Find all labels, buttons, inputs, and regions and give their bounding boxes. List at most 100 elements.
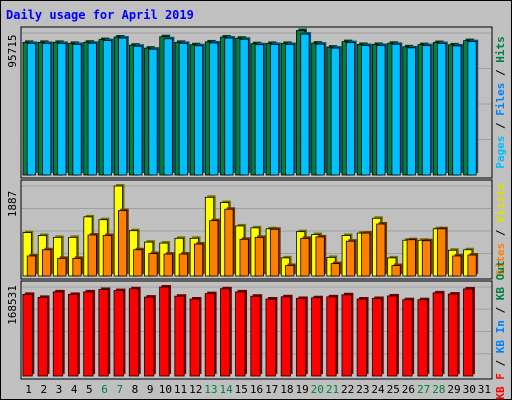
bar-hits-files-day-10	[163, 36, 175, 176]
bar-kbytes-kb-f-day-11	[174, 294, 187, 377]
bar-hits-files-day-3	[57, 41, 68, 176]
bar-visits-sites-day-26	[406, 237, 418, 277]
legend-separator: /	[494, 353, 507, 373]
x-tick-label-day-28: 28	[432, 383, 445, 396]
bar-kbytes-kb-f-day-10	[159, 285, 172, 377]
bar-kbytes-kb-f-day-26	[402, 297, 415, 377]
x-tick-label-day-24: 24	[371, 383, 385, 396]
bar-kbytes-kb-f-day-15	[235, 289, 248, 377]
bar-visits-sites-day-1	[26, 253, 38, 277]
x-tick-label-day-11: 11	[174, 383, 187, 396]
panel-max-label: 168531	[6, 285, 19, 325]
x-tick-label-day-19: 19	[295, 383, 308, 396]
bar-visits-sites-day-28	[437, 226, 448, 277]
bar-hits-files-day-25	[391, 42, 403, 176]
bar-hits-files-day-22	[345, 40, 357, 176]
legend-separator: /	[494, 300, 507, 320]
bar-hits-files-day-13	[209, 40, 220, 176]
bar-hits-files-day-15	[239, 37, 251, 176]
legend-kb-f: KB F	[494, 373, 507, 400]
bar-visits-sites-day-16	[254, 235, 266, 277]
legend-kb-out: KB Out	[494, 260, 507, 300]
bar-hits-files-day-24	[376, 43, 388, 176]
x-tick-label-day-30: 30	[463, 383, 476, 396]
bar-kbytes-kb-f-day-24	[371, 296, 384, 377]
bar-hits-files-day-23	[361, 43, 372, 176]
bar-visits-sites-day-6	[102, 233, 114, 277]
x-tick-label-day-10: 10	[159, 383, 172, 396]
x-tick-label-day-6: 6	[101, 383, 108, 396]
bar-visits-sites-day-21	[330, 261, 342, 277]
bar-hits-files-day-30	[467, 39, 479, 176]
legend-pages: Pages	[494, 136, 507, 169]
bar-kbytes-kb-f-day-21	[326, 294, 339, 377]
bar-visits-sites-day-11	[178, 252, 190, 277]
bar-hits-files-day-7	[118, 36, 129, 176]
x-tick-label-day-16: 16	[250, 383, 263, 396]
x-tick-label-day-1: 1	[25, 383, 32, 396]
legend-visits: Visits	[494, 183, 507, 223]
x-tick-label-day-12: 12	[189, 383, 202, 396]
x-tick-label-day-20: 20	[311, 383, 324, 396]
bar-kbytes-kb-f-day-25	[387, 293, 399, 377]
bar-kbytes-kb-f-day-1	[22, 292, 35, 377]
bar-hits-files-day-14	[224, 36, 236, 176]
x-tick-label-day-9: 9	[147, 383, 154, 396]
bar-hits-files-day-2	[42, 41, 53, 176]
legend-hits: Hits	[494, 36, 507, 63]
bar-hits-files-day-6	[102, 38, 114, 176]
bar-visits-sites-day-13	[209, 218, 220, 277]
bar-visits-sites-day-5	[87, 232, 99, 277]
bar-visits-sites-day-30	[467, 253, 479, 277]
bar-kbytes-kb-f-day-8	[128, 286, 141, 377]
panel-legend: Sites / Visits	[494, 183, 507, 276]
bar-kbytes-kb-f-day-28	[432, 290, 445, 377]
legend-separator: /	[494, 223, 507, 243]
x-tick-label-day-4: 4	[71, 383, 78, 396]
legend-sites: Sites	[494, 243, 507, 276]
bar-hits-files-day-4	[72, 42, 84, 176]
bar-visits-sites-day-22	[345, 239, 357, 277]
bar-hits-files-day-17	[269, 42, 281, 176]
x-tick-label-day-22: 22	[341, 383, 354, 396]
bar-kbytes-kb-f-day-6	[98, 287, 111, 377]
bar-visits-sites-day-29	[452, 253, 464, 277]
x-tick-label-day-25: 25	[387, 383, 400, 396]
legend-files: Files	[494, 83, 507, 116]
panel-hits: 95715 Pages / Files / Hits	[6, 26, 507, 179]
bar-hits-files-day-18	[285, 42, 296, 176]
bar-kbytes-kb-f-day-16	[250, 294, 263, 377]
bar-visits-sites-day-7	[118, 208, 129, 277]
bar-visits-sites-day-20	[315, 234, 327, 277]
bar-kbytes-kb-f-day-9	[144, 295, 156, 377]
bar-visits-sites-day-19	[300, 236, 312, 277]
bar-kbytes-kb-f-day-2	[37, 295, 50, 377]
bar-hits-files-day-20	[315, 42, 327, 176]
panel-legend: Pages / Files / Hits	[494, 36, 507, 169]
bar-visits-sites-day-8	[133, 247, 144, 277]
x-tick-label-day-14: 14	[219, 383, 233, 396]
bar-visits-sites-day-2	[42, 247, 53, 277]
bar-hits-files-day-27	[421, 43, 433, 176]
bar-kbytes-kb-f-day-13	[204, 291, 217, 377]
x-tick-label-day-15: 15	[235, 383, 248, 396]
bar-kbytes-kb-f-day-14	[220, 286, 232, 377]
bar-kbytes-kb-f-day-18	[280, 294, 293, 377]
bar-hits-files-day-21	[330, 46, 342, 176]
panel-kbytes: 168531 KB F / KB In / KB Out	[6, 260, 507, 399]
bar-visits-sites-day-18	[285, 263, 296, 277]
bar-visits-sites-day-4	[72, 256, 84, 277]
bar-visits-sites-day-14	[224, 207, 236, 277]
bar-kbytes-kb-f-day-7	[113, 288, 126, 377]
chart-title: Daily usage for April 2019	[6, 8, 194, 22]
x-tick-label-day-26: 26	[402, 383, 415, 396]
legend-text: KB F / KB In / KB Out	[494, 260, 507, 399]
bar-hits-files-day-1	[26, 41, 38, 176]
legend-separator: /	[494, 116, 507, 136]
bar-visits-sites-day-12	[193, 242, 205, 277]
x-tick-label-day-3: 3	[56, 383, 63, 396]
bar-visits-sites-day-3	[57, 256, 68, 277]
bar-hits-files-day-9	[148, 47, 160, 176]
bar-kbytes-kb-f-day-23	[356, 297, 369, 377]
